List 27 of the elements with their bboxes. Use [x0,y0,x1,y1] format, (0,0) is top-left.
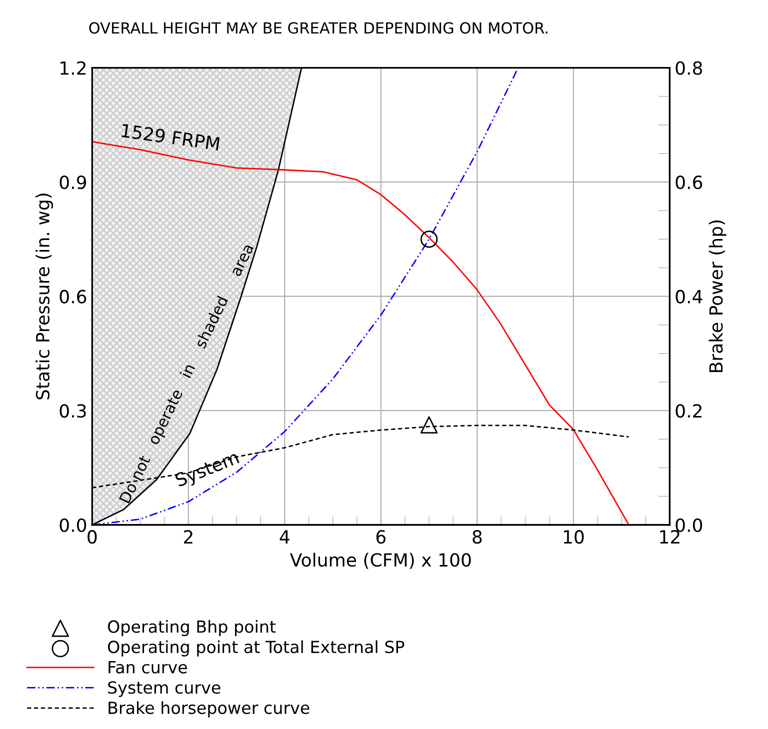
y2-tick-label: 0.0 [676,518,702,532]
y-tick-label: 0.0 [60,518,86,532]
annotation: 1529 FRPM [121,124,220,151]
y-tick-label: 0.3 [60,404,86,418]
legend-label: Operating point at Total External SP [108,640,404,656]
legend-label: Fan curve [108,661,187,674]
legend-label: Operating Bhp point [108,620,276,636]
x-tick-label: 0 [88,530,97,544]
y-tick-label: 1.2 [60,61,86,75]
y-axis-title: Static Pressure (in. wg) [36,194,54,400]
legend-label: Brake horsepower curve [108,701,310,718]
y2-tick-label: 0.8 [676,61,702,75]
y-tick-label: 0.9 [60,176,86,190]
y2-axis-title: Brake Power (hp) [708,220,726,372]
chart-title: OVERALL HEIGHT MAY BE GREATER DEPENDING ON MOTOR. [89,22,548,34]
legend-label: System curve [108,681,220,698]
y2-tick-label: 0.6 [676,176,702,190]
x-tick-label: 6 [376,530,386,544]
y-tick-label: 0.6 [60,290,86,304]
y2-tick-label: 0.4 [676,290,702,304]
x-tick-label: 8 [472,530,482,544]
x-tick-label: 2 [184,530,192,544]
x-tick-label: 4 [280,530,290,544]
x-tick-label: 12 [660,530,680,544]
y2-tick-label: 0.2 [676,404,702,418]
x-tick-label: 10 [564,530,584,544]
x-axis-title: Volume (CFM) x 100 [290,552,471,569]
